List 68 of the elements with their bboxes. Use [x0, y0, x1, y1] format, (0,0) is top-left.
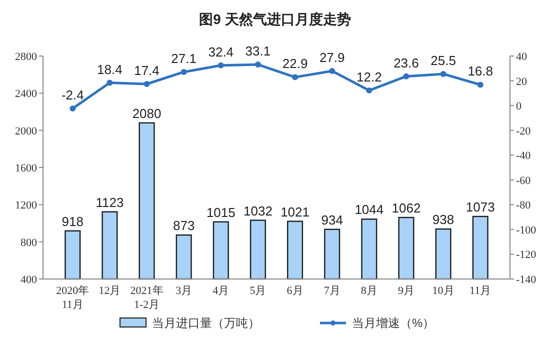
x-tick-label: 2020年 11月 — [56, 285, 90, 311]
y-tick-label: 2400 — [15, 88, 38, 100]
data-label: 32.4 — [208, 44, 234, 60]
y-tick-label: 400 — [20, 274, 38, 286]
data-label: -2.4 — [61, 88, 84, 103]
data-label: 25.5 — [430, 52, 456, 68]
x-tick-label: 5月 — [250, 285, 266, 297]
x-tick-label: 12月 — [98, 285, 121, 297]
y2-tick-label: 40 — [516, 51, 528, 63]
legend-label: 当月进口量（万吨） — [152, 316, 260, 330]
x-tick-label: 11月 — [470, 285, 492, 297]
y-tick-label: 2000 — [15, 125, 38, 138]
data-label: 17.4 — [134, 63, 160, 78]
x-tick-label: 7月 — [324, 285, 340, 297]
data-label: 27.1 — [171, 50, 196, 66]
data-label: 938 — [432, 212, 454, 228]
y-tick-label: 1200 — [15, 200, 38, 212]
y2-tick-label: -140 — [516, 274, 537, 286]
y2-tick-label: 20 — [516, 76, 528, 88]
x-tick-label: 8月 — [360, 285, 378, 297]
x-tick-label: 3月 — [176, 285, 192, 297]
y2-tick-label: -40 — [516, 150, 532, 162]
data-label: 1021 — [280, 204, 310, 220]
point — [292, 74, 298, 80]
data-label: 27.9 — [319, 50, 345, 65]
x-tick-label: 4月 — [212, 285, 230, 297]
point — [70, 106, 76, 112]
x-tick-label: 6月 — [286, 285, 304, 297]
data-label: 918 — [62, 214, 84, 229]
data-label: 1044 — [354, 202, 384, 218]
data-label: 1073 — [466, 199, 495, 214]
point — [329, 68, 336, 74]
point — [218, 62, 224, 68]
y2-tick-label: -100 — [516, 224, 537, 236]
point — [366, 87, 372, 94]
data-label: 33.1 — [245, 44, 271, 59]
y-tick-label: 1600 — [15, 162, 38, 174]
point — [254, 62, 261, 68]
x-tick-label: 9月 — [398, 285, 414, 297]
point — [144, 81, 150, 87]
data-label: 18.4 — [97, 62, 122, 77]
point — [403, 73, 410, 80]
y2-tick-label: 0 — [516, 100, 522, 113]
data-label: 22.9 — [282, 56, 308, 72]
y2-tick-label: -20 — [516, 125, 532, 138]
y-tick-label: 2800 — [15, 51, 38, 63]
point — [477, 82, 484, 88]
data-label: 1123 — [96, 194, 124, 210]
data-label: 23.6 — [394, 55, 419, 70]
data-label: 16.8 — [468, 64, 494, 79]
data-label: 1062 — [392, 200, 421, 216]
x-tick-label: 2021年 1-2月 — [130, 285, 164, 311]
data-label: 2080 — [132, 106, 162, 121]
point — [180, 68, 187, 75]
data-label: 1032 — [244, 203, 272, 218]
data-label: 12.2 — [356, 69, 382, 84]
legend-label: 当月增速（%） — [352, 316, 435, 330]
y2-tick-label: -120 — [516, 249, 537, 262]
chart-title: 图9 天然气进口月度走势 — [199, 11, 351, 27]
y2-tick-label: -60 — [516, 174, 532, 187]
point — [106, 80, 113, 86]
data-label: 1015 — [206, 204, 236, 220]
point — [440, 70, 446, 77]
y2-tick-label: -80 — [516, 200, 532, 212]
y-tick-label: 800 — [20, 236, 38, 249]
x-tick-label: 10月 — [432, 285, 454, 297]
data-label: 934 — [321, 212, 343, 228]
data-label: 873 — [172, 218, 195, 234]
